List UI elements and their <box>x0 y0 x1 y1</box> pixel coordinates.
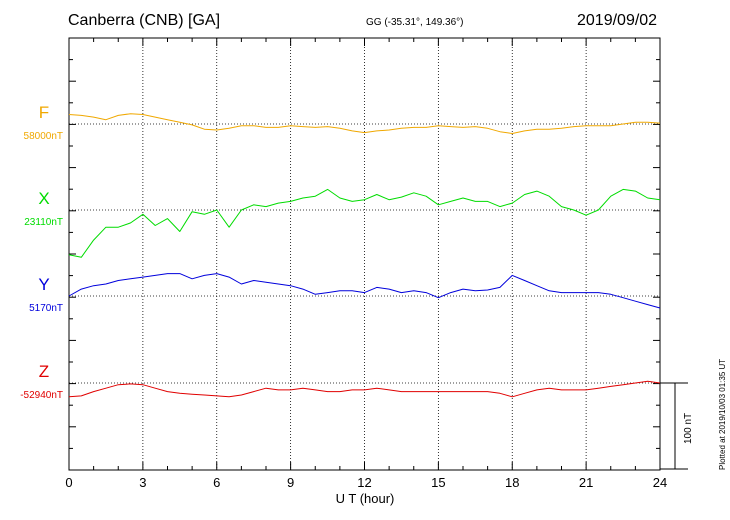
series-line-y <box>68 273 661 309</box>
x-tick-label-15: 15 <box>431 475 445 490</box>
series-line-f <box>68 113 661 134</box>
series-lines <box>68 113 661 398</box>
x-tick-label-0: 0 <box>65 475 72 490</box>
scale-bar: 100 nT <box>660 382 694 470</box>
x-tick-labels: 0 3 6 9 12 15 18 21 24 <box>65 475 667 490</box>
x-tick-label-3: 3 <box>139 475 146 490</box>
x-tick-label-6: 6 <box>213 475 220 490</box>
grid-lines <box>69 38 660 470</box>
series-baseline-f: 58000nT <box>24 131 63 142</box>
series-line-x <box>68 188 661 258</box>
series-name-f: F <box>39 103 49 122</box>
x-axis-label: U T (hour) <box>336 491 395 506</box>
series-labels: F 58000nT X 23110nT Y 5170nT Z -52940nT <box>20 103 63 401</box>
series-name-z: Z <box>39 362 49 381</box>
x-tick-label-12: 12 <box>357 475 371 490</box>
date-label: 2019/09/02 <box>577 12 658 29</box>
series-baseline-x: 23110nT <box>24 217 63 228</box>
series-name-x: X <box>38 189 49 208</box>
x-tick-label-9: 9 <box>287 475 294 490</box>
scale-bar-label: 100 nT <box>683 413 694 444</box>
axis-ticks <box>68 38 661 470</box>
x-tick-label-24: 24 <box>653 475 667 490</box>
x-tick-label-18: 18 <box>505 475 519 490</box>
plotted-timestamp: Plotted at 2019/10/03 01:35 UT <box>718 359 727 470</box>
series-name-y: Y <box>38 275 49 294</box>
x-tick-label-21: 21 <box>579 475 593 490</box>
coordinates-label: GG (-35.31°, 149.36°) <box>366 17 464 28</box>
series-baseline-z: -52940nT <box>20 390 63 401</box>
series-line-z <box>68 380 661 398</box>
series-baseline-y: 5170nT <box>29 303 63 314</box>
station-title: Canberra (CNB) [GA] <box>68 12 221 29</box>
